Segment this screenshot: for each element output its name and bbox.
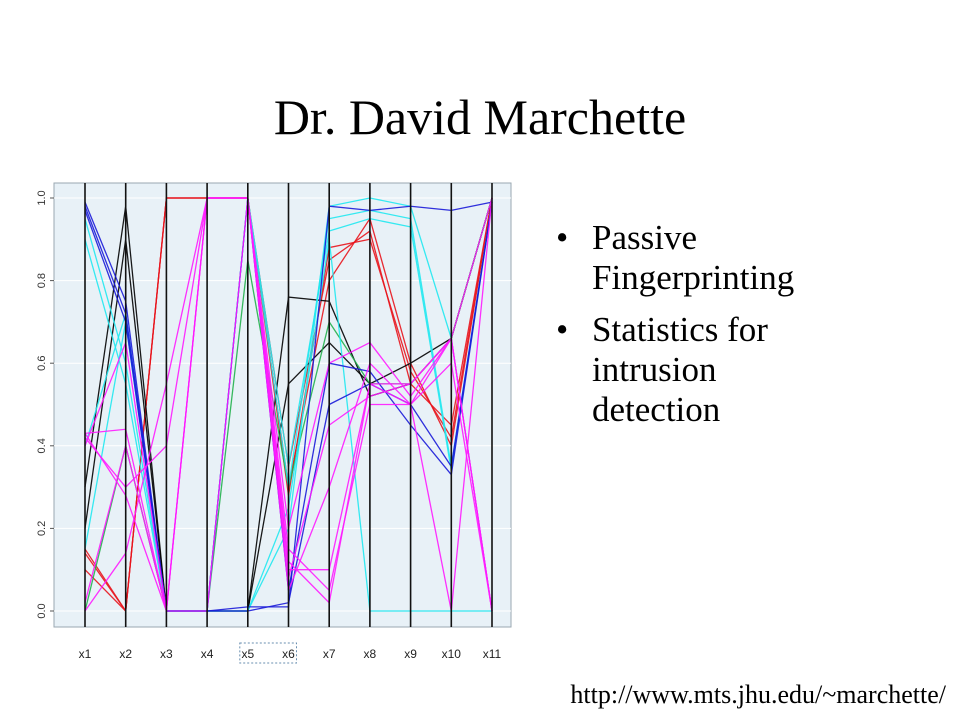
bullet-text: Statistics for intrusion detection <box>592 310 768 429</box>
axis-label: x3 <box>160 647 173 661</box>
y-tick-label: 0.6 <box>36 356 48 371</box>
axis-label: x8 <box>364 647 377 661</box>
axis-label: x2 <box>119 647 132 661</box>
source-url: http://www.mts.jhu.edu/~marchette/ <box>570 680 946 709</box>
plot-background <box>53 182 512 628</box>
axis-label: x9 <box>404 647 417 661</box>
bullet-item: • Passive Fingerprinting <box>548 218 848 298</box>
slide-title: Dr. David Marchette <box>273 89 687 145</box>
bullet-icon: • <box>556 218 569 257</box>
axis-label: x4 <box>201 647 214 661</box>
y-tick-label: 1.0 <box>36 190 48 205</box>
parallel-coordinates-chart: 0.0 0.2 0.4 0.6 0.8 1.0 x1 x2 x3 x4 x5 x6 x7 x8 x9 x10 x… <box>30 175 513 665</box>
y-tick-label: 0.8 <box>36 273 48 288</box>
axis-label: x6 <box>282 647 295 661</box>
axis-label: x11 <box>483 647 502 661</box>
axis-label: x7 <box>323 647 336 661</box>
bullet-icon: • <box>556 310 569 349</box>
bullet-list: • Passive Fingerprinting • Statistics for … <box>548 218 848 442</box>
y-tick-label: 0.4 <box>36 438 48 453</box>
y-tick-label: 0.0 <box>36 603 48 618</box>
axis-label: x1 <box>79 647 92 661</box>
bullet-text: Passive Fingerprinting <box>592 218 795 297</box>
axis-label: x10 <box>442 647 462 661</box>
y-tick-label: 0.2 <box>36 521 48 536</box>
bullet-item: • Statistics for intrusion detection <box>548 310 848 430</box>
axis-selection-box <box>239 642 298 664</box>
axis-label: x5 <box>241 647 254 661</box>
